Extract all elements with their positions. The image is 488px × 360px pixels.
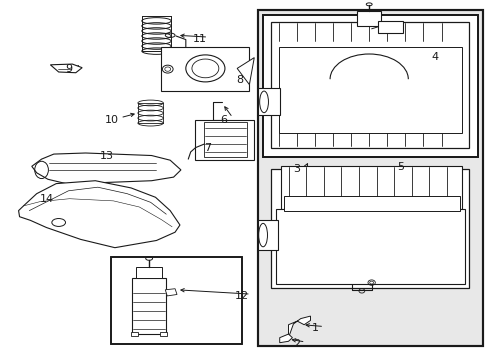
Text: 5: 5 — [397, 162, 404, 172]
Polygon shape — [281, 166, 461, 209]
Polygon shape — [165, 289, 177, 296]
Polygon shape — [258, 220, 277, 250]
Polygon shape — [194, 120, 254, 160]
Text: 3: 3 — [293, 164, 300, 174]
Text: 2: 2 — [293, 339, 300, 349]
Polygon shape — [204, 122, 246, 157]
Text: 1: 1 — [311, 323, 318, 333]
Text: 14: 14 — [40, 194, 53, 204]
Bar — [262, 15, 477, 157]
Polygon shape — [32, 153, 181, 184]
Text: 9: 9 — [65, 64, 72, 74]
Polygon shape — [271, 169, 468, 288]
Bar — [111, 257, 242, 344]
Bar — [258, 10, 482, 346]
Polygon shape — [161, 47, 249, 91]
Text: 11: 11 — [192, 34, 206, 44]
Text: 4: 4 — [431, 52, 438, 62]
Text: 6: 6 — [220, 114, 227, 125]
Text: 7: 7 — [203, 143, 210, 153]
Polygon shape — [237, 58, 254, 85]
Polygon shape — [278, 47, 461, 133]
Polygon shape — [136, 267, 162, 278]
Bar — [111, 257, 242, 344]
Polygon shape — [283, 196, 459, 211]
Polygon shape — [276, 209, 464, 284]
Polygon shape — [19, 181, 180, 248]
Text: 8: 8 — [236, 75, 243, 85]
Polygon shape — [132, 278, 166, 334]
Polygon shape — [131, 332, 138, 336]
Polygon shape — [50, 64, 82, 73]
Bar — [258, 10, 482, 346]
Polygon shape — [377, 21, 403, 33]
Text: 13: 13 — [100, 150, 113, 161]
Text: 10: 10 — [104, 114, 118, 125]
Polygon shape — [356, 11, 381, 26]
Polygon shape — [288, 316, 310, 338]
Bar — [262, 15, 477, 157]
Polygon shape — [160, 332, 167, 336]
Polygon shape — [279, 334, 292, 343]
Text: 12: 12 — [235, 291, 248, 301]
Polygon shape — [258, 88, 279, 115]
Polygon shape — [271, 22, 468, 148]
